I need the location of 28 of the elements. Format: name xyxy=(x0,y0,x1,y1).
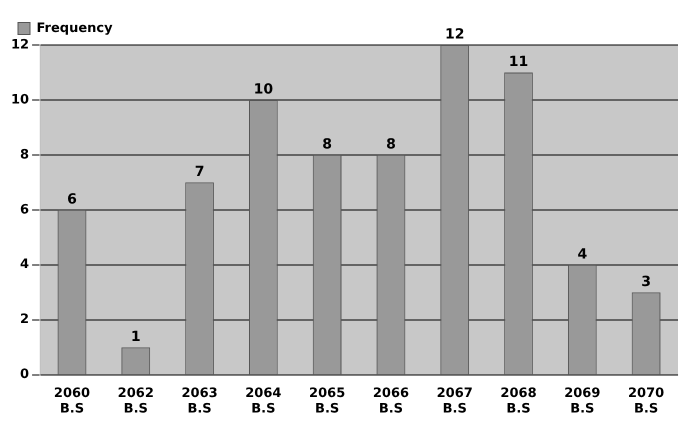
data-label: 4 xyxy=(577,246,588,263)
data-label: 10 xyxy=(254,82,274,98)
y-tick-label: 4 xyxy=(20,257,30,272)
data-label: 3 xyxy=(641,274,651,290)
data-label: 8 xyxy=(386,136,396,153)
legend-label: Frequency xyxy=(36,20,114,36)
x-tick-label: 2060 B.S xyxy=(54,386,90,417)
x-tick-label: 2064 B.S xyxy=(245,386,282,417)
data-label: 6 xyxy=(67,192,77,208)
data-label: 8 xyxy=(322,136,332,153)
y-tick-label: 6 xyxy=(20,202,30,218)
x-tick-label: 2063 B.S xyxy=(181,386,218,417)
data-label: 1 xyxy=(130,328,141,345)
x-tick-label: 2065 B.S xyxy=(309,386,346,417)
x-tick-label: 2069 B.S xyxy=(564,386,600,417)
data-label: 12 xyxy=(444,26,464,43)
y-tick-label: 8 xyxy=(20,147,30,162)
data-label: 7 xyxy=(194,164,204,180)
y-tick-label: 0 xyxy=(20,367,30,382)
y-tick-label: 2 xyxy=(20,312,30,328)
x-tick-label: 2070 B.S xyxy=(628,386,664,417)
y-tick-label: 10 xyxy=(10,92,30,108)
y-tick-label: 12 xyxy=(10,37,30,52)
x-tick-label: 2062 B.S xyxy=(118,386,154,417)
x-tick-label: 2067 B.S xyxy=(436,386,473,417)
data-label: 11 xyxy=(508,54,528,70)
x-tick-label: 2068 B.S xyxy=(500,386,537,417)
x-tick-label: 2066 B.S xyxy=(372,386,410,417)
